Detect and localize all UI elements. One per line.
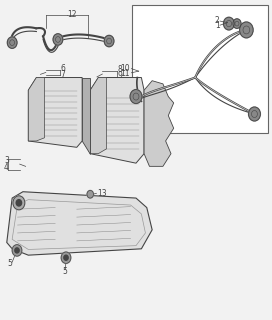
Circle shape [13, 196, 25, 210]
Text: 10: 10 [120, 63, 130, 73]
Polygon shape [28, 77, 44, 141]
Circle shape [249, 107, 260, 121]
Circle shape [130, 90, 142, 104]
Polygon shape [90, 77, 144, 163]
Circle shape [61, 252, 71, 263]
Circle shape [15, 248, 19, 253]
Circle shape [104, 35, 114, 47]
Circle shape [233, 19, 241, 28]
Text: 13: 13 [97, 189, 107, 198]
Text: 2: 2 [215, 16, 220, 25]
Circle shape [16, 200, 21, 206]
Text: 8: 8 [117, 65, 122, 74]
Polygon shape [82, 77, 90, 154]
Text: 5: 5 [7, 259, 12, 268]
Polygon shape [144, 81, 174, 166]
Text: 12: 12 [67, 10, 77, 19]
Circle shape [87, 190, 94, 198]
Circle shape [53, 34, 63, 45]
Text: 9: 9 [117, 71, 122, 80]
Text: 1: 1 [215, 21, 220, 30]
Circle shape [64, 255, 68, 260]
Text: 3: 3 [4, 156, 9, 165]
Text: 5: 5 [62, 267, 67, 276]
Bar [132, 4, 268, 133]
Text: 11: 11 [120, 69, 130, 78]
Polygon shape [7, 192, 152, 255]
Text: 4: 4 [4, 164, 9, 172]
Text: 7: 7 [61, 69, 66, 78]
Circle shape [12, 245, 22, 256]
Polygon shape [28, 77, 82, 147]
Circle shape [224, 17, 234, 30]
Circle shape [240, 22, 253, 38]
Polygon shape [90, 77, 106, 154]
Circle shape [7, 37, 17, 48]
Text: 6: 6 [61, 63, 66, 73]
